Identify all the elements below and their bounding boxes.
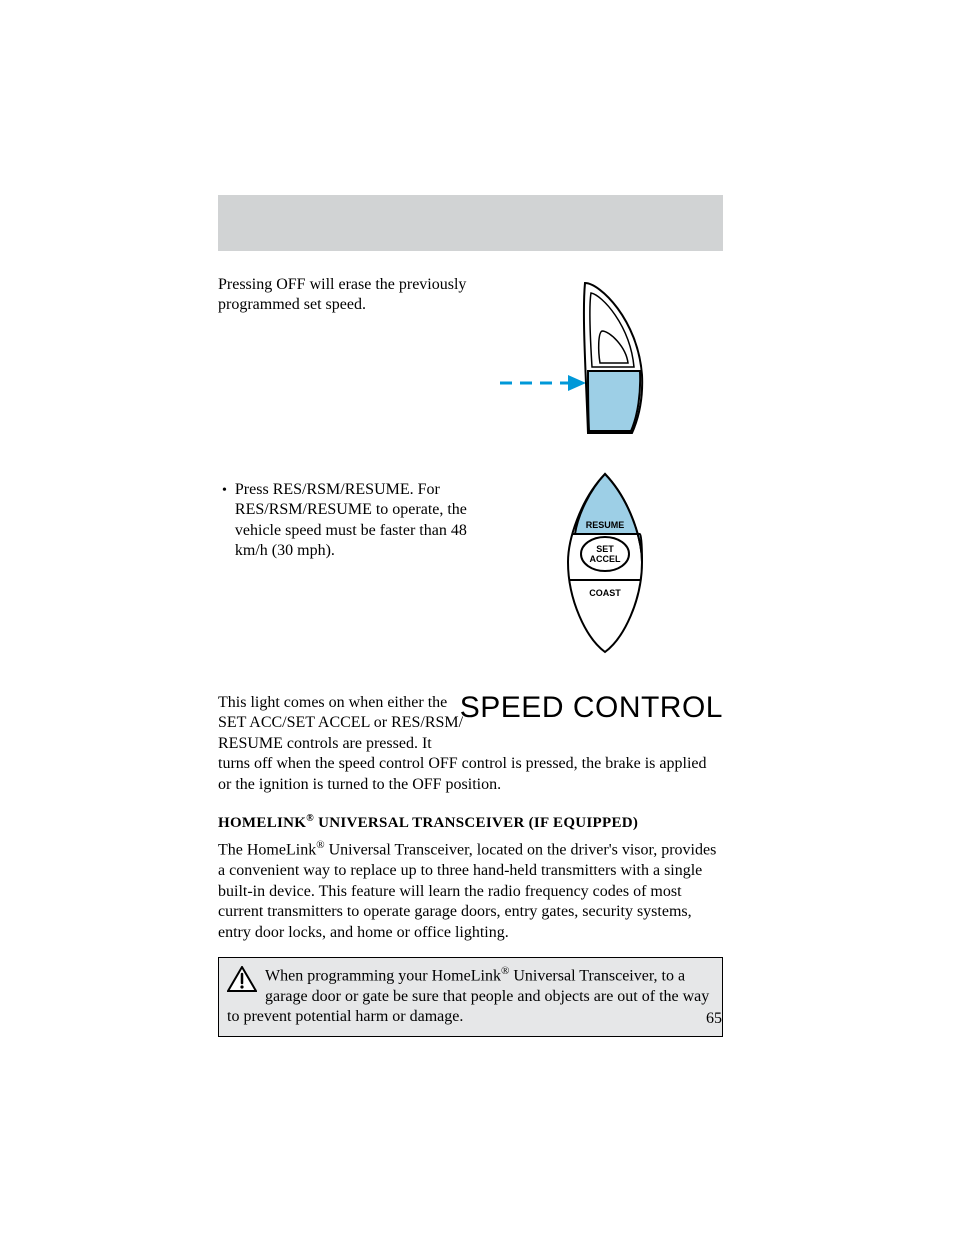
header-band [218,195,723,251]
label-resume: RESUME [560,520,650,530]
label-accel: ACCEL [560,554,650,564]
figure-off-lever [490,275,660,445]
page-number: 65 [706,1010,722,1028]
off-paragraph: Pressing OFF will erase the previously p… [218,275,478,316]
page: Pressing OFF will erase the previously p… [0,0,954,1235]
figure-resume-pod: RESUME SET ACCEL COAST [560,470,650,655]
warning-box: When programming your HomeLink® Universa… [218,957,723,1037]
speed-control-headline: SPEED CONTROL [460,691,723,725]
registered-mark: ® [316,839,324,851]
bullet-dot: • [222,480,227,500]
warning-icon [227,966,257,998]
homelink-paragraph: The HomeLink® Universal Transceiver, loc… [218,838,723,943]
homelink-heading: HOMELINK® UNIVERSAL TRANSCEIVER (IF EQUI… [218,813,723,832]
label-set: SET [560,544,650,554]
registered-mark: ® [306,813,314,824]
label-coast: COAST [560,588,650,598]
section-speed-light: SPEED CONTROL This light comes on when e… [218,693,723,1037]
resume-paragraph: Press RES/RSM/RESUME. For RES/RSM/RESUME… [235,480,482,562]
